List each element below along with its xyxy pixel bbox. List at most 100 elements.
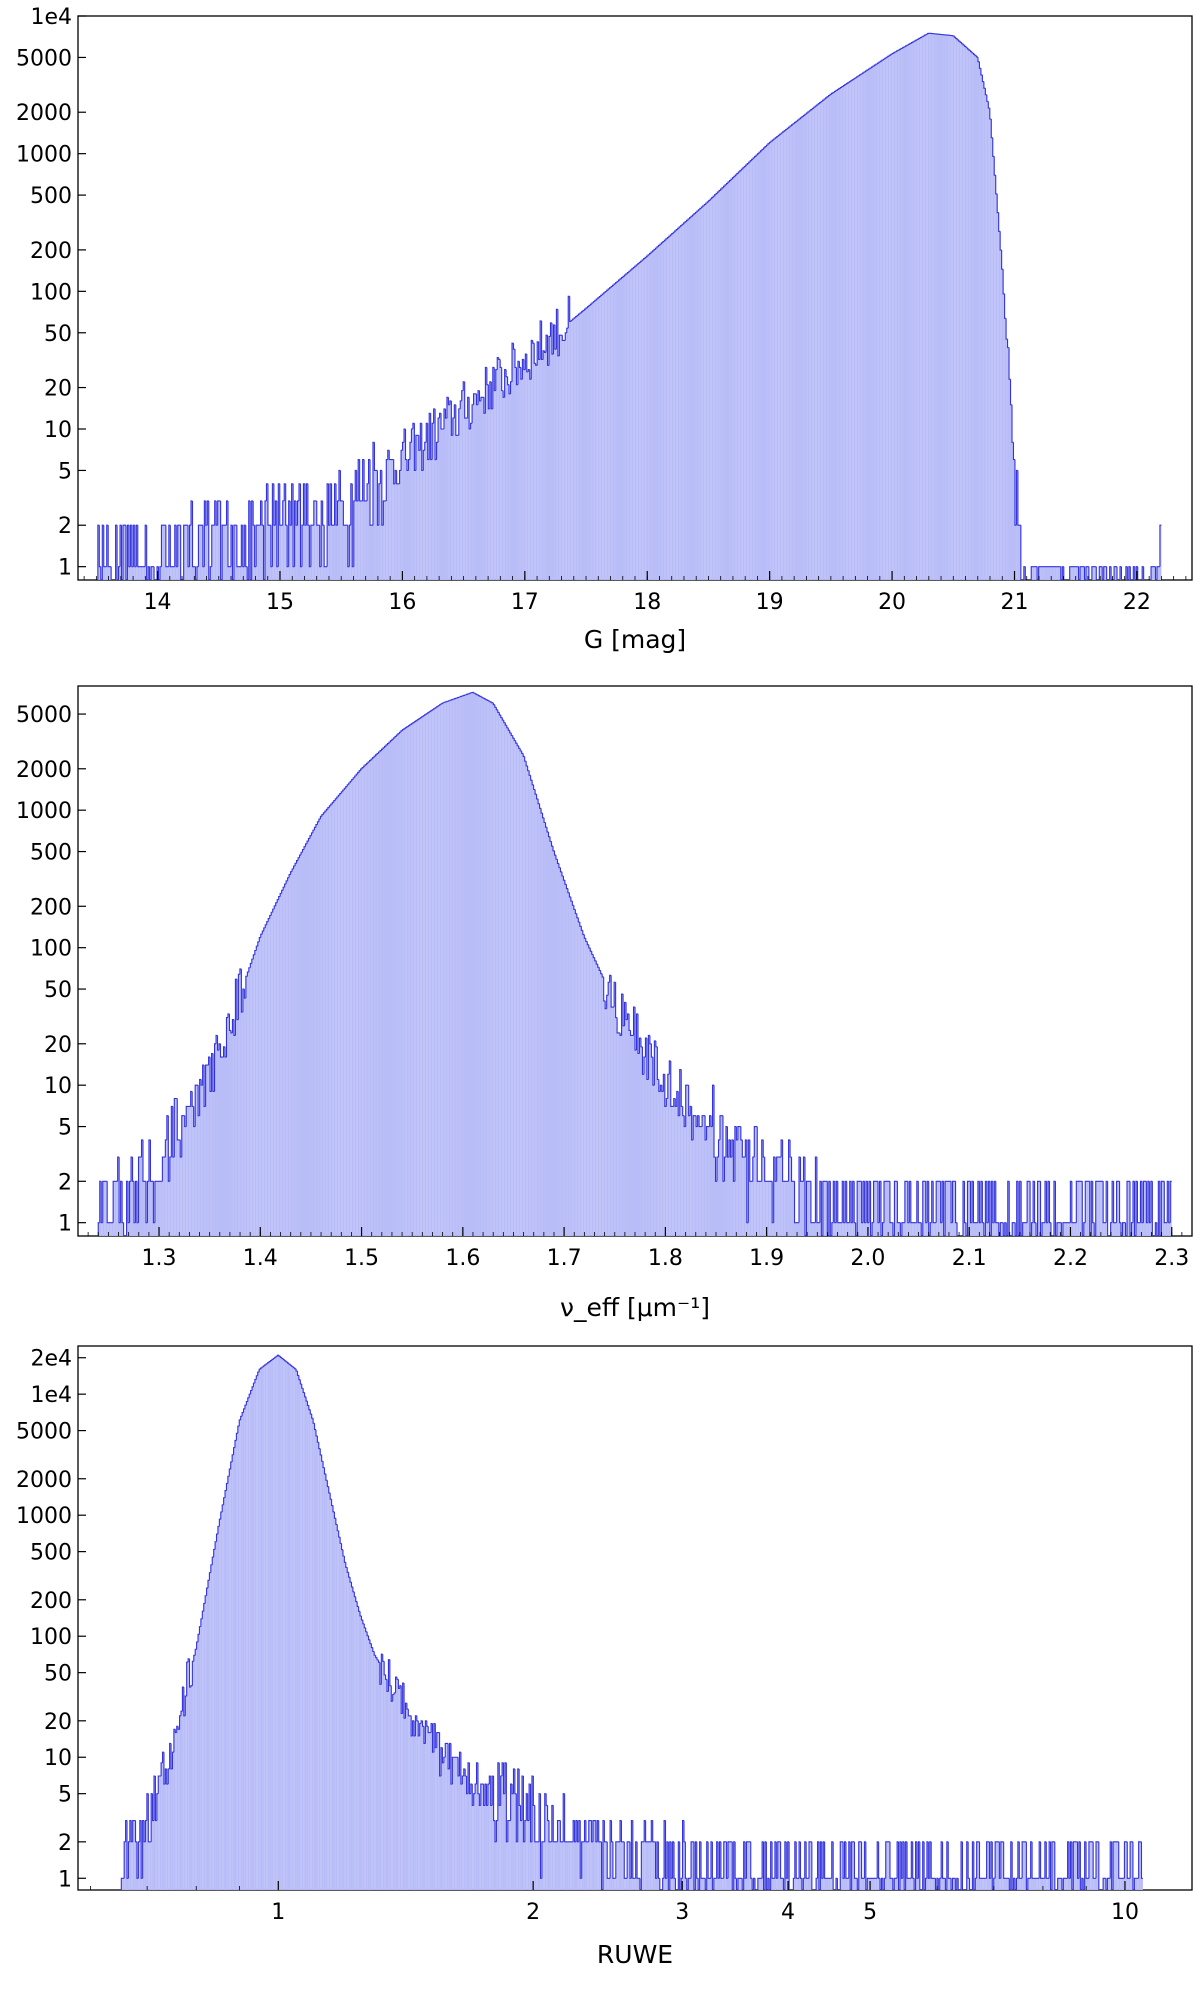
histogram-bar [1143, 1181, 1145, 1236]
histogram-bar [548, 1841, 551, 1890]
histogram-bar [1130, 1841, 1132, 1890]
histogram-bar [997, 1841, 1000, 1890]
histogram-bar [462, 1775, 464, 1890]
histogram-bar [912, 1222, 914, 1236]
histogram-bar [647, 1841, 649, 1890]
histogram-bar [878, 1878, 881, 1890]
histogram-bar [602, 976, 604, 1236]
histogram-bar [429, 1732, 432, 1890]
histogram-bar [402, 729, 404, 1236]
histogram-bar [727, 181, 730, 581]
histogram-bar [105, 1181, 108, 1236]
histogram-bar [1048, 1181, 1050, 1236]
histogram-bar [716, 1841, 719, 1890]
histogram-bar [455, 435, 458, 580]
histogram-bar [117, 1157, 120, 1236]
histogram-bar [228, 566, 230, 580]
histogram-bar [485, 1784, 487, 1890]
histogram-bar [957, 39, 959, 580]
histogram-bar [810, 109, 813, 580]
histogram-bar [256, 525, 258, 580]
histogram-bar [363, 766, 366, 1236]
histogram-bar [248, 967, 251, 1236]
histogram-bar [272, 909, 275, 1236]
histogram-bar [293, 566, 295, 580]
histogram-bar [199, 1079, 202, 1236]
histogram-bar [636, 264, 638, 580]
histogram-bar [321, 1461, 324, 1890]
histogram-bar [891, 1878, 893, 1890]
histogram-bar [141, 1139, 143, 1236]
histogram-bar [504, 369, 507, 580]
histogram-bar [1103, 1222, 1105, 1236]
histogram-bar [1016, 1878, 1018, 1890]
histogram-bar [625, 1878, 628, 1890]
histogram-bar [540, 1878, 542, 1890]
histogram-bar [867, 69, 869, 580]
histogram-bar [295, 863, 297, 1236]
histogram-bar [853, 1841, 855, 1890]
histogram-bar [720, 189, 723, 580]
histogram-bar [773, 138, 776, 580]
histogram-bar [762, 149, 764, 580]
histogram-bar [115, 525, 118, 580]
histogram-bar [253, 525, 255, 580]
histogram-bar [207, 500, 209, 580]
histogram-bar [568, 296, 570, 580]
histogram-bar [818, 103, 820, 580]
x-tick-label: 2.3 [1154, 1246, 1189, 1271]
histogram-bar [1110, 1222, 1113, 1236]
histogram-bar [162, 525, 165, 580]
histogram-bar [1114, 1841, 1116, 1890]
histogram-bar [383, 747, 385, 1236]
histogram-bar [101, 1222, 103, 1236]
histogram-bar [408, 1715, 410, 1890]
histogram-bar [930, 33, 933, 580]
histogram-bar [925, 1878, 927, 1890]
histogram-bar [951, 1222, 953, 1236]
histogram-bar [429, 711, 431, 1236]
histogram-bar [157, 1181, 160, 1236]
histogram-bar [618, 280, 620, 580]
histogram-bar [391, 739, 394, 1236]
histogram-bar [219, 1043, 221, 1236]
histogram-bar [238, 566, 240, 580]
histogram-bar [989, 119, 992, 580]
histogram-bar [809, 1181, 811, 1236]
histogram-bar [803, 115, 805, 581]
histogram-bar [932, 33, 934, 581]
histogram-bar [432, 423, 434, 580]
histogram-bar [1062, 566, 1064, 580]
histogram-bar [403, 728, 406, 1236]
histogram-bar [341, 500, 344, 580]
histogram-bar [855, 1878, 858, 1890]
histogram-bar [216, 1035, 218, 1236]
histogram-bar [778, 135, 780, 580]
histogram-bar [885, 1841, 888, 1890]
histogram-bar [702, 1115, 704, 1236]
histogram-bar [819, 1181, 822, 1236]
histogram-bar [375, 754, 378, 1236]
histogram-bar [1068, 1222, 1071, 1236]
histogram-bar [441, 703, 443, 1236]
histogram-bar [182, 1687, 184, 1890]
histogram-bar [402, 442, 405, 580]
histogram-bar [1063, 1878, 1065, 1890]
histogram-bar [617, 281, 619, 580]
histogram-bar [968, 1878, 970, 1890]
y-tick-label: 5000 [16, 1420, 72, 1445]
histogram-bar [770, 1181, 773, 1236]
histogram-bar [1007, 1878, 1010, 1890]
histogram-bar [1002, 1841, 1004, 1890]
histogram-bar [629, 1878, 632, 1890]
histogram-bar [269, 915, 272, 1236]
histogram-bar [355, 470, 357, 580]
histogram-bar [815, 106, 817, 580]
histogram-bar [769, 1181, 771, 1236]
histogram-bar [219, 500, 221, 580]
histogram-bar [323, 812, 325, 1236]
histogram-bar [680, 225, 683, 580]
histogram-bar [746, 1222, 749, 1236]
histogram-bar [451, 435, 453, 580]
histogram-bar [254, 566, 257, 580]
